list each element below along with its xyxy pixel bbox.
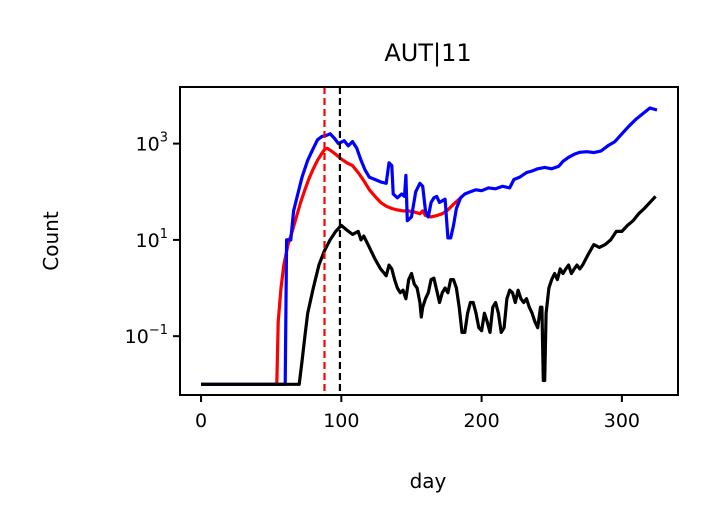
reference-lines [323,87,342,395]
x-axis-ticks: 0 100 200 300 [195,395,640,432]
x-axis-label: day [410,469,447,493]
series-line-1 [201,106,658,386]
series-layer [201,106,658,386]
plot-frame [179,86,679,396]
y-axis-label: Count [39,211,63,271]
x-tick-label: 300 [604,410,640,432]
series-line-2 [201,195,657,386]
y-tick-label: 10−1 [125,323,168,348]
x-tick-label: 0 [195,410,207,432]
chart-title: AUT|11 [384,39,471,67]
x-tick-label: 200 [463,410,499,432]
y-tick-label: 103 [136,131,168,156]
y-tick-label: 101 [136,227,168,252]
y-axis-ticks: 10−1 101 103 [125,131,180,348]
x-tick-label: 100 [323,410,359,432]
